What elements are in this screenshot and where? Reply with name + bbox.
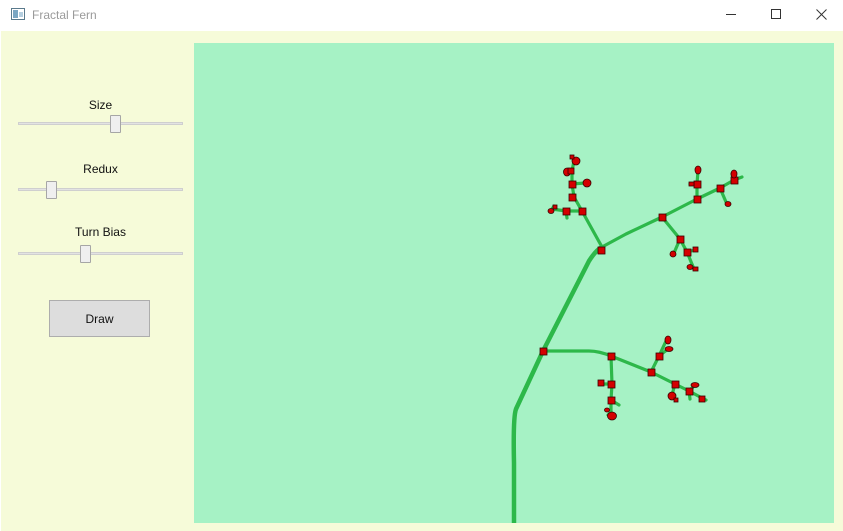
fern-node xyxy=(730,169,738,179)
fern-node xyxy=(686,264,694,270)
fern-node xyxy=(692,246,699,253)
redux-slider-track[interactable] xyxy=(18,188,183,191)
app-window-icon xyxy=(11,8,25,20)
fern-node xyxy=(664,335,672,345)
fern-node xyxy=(607,396,616,405)
fern-node xyxy=(604,407,610,413)
fern-node xyxy=(724,201,732,207)
fern-stems xyxy=(511,159,744,523)
fern-node xyxy=(552,204,558,210)
fern-node xyxy=(607,352,616,361)
upper-sub-branch-1 xyxy=(660,215,696,271)
fern-node xyxy=(669,250,677,258)
turn-bias-slider-group: Turn Bias xyxy=(18,225,183,263)
fern-node xyxy=(692,266,699,272)
close-icon[interactable] xyxy=(799,0,843,30)
fern-node xyxy=(582,178,592,188)
fern-node xyxy=(693,195,702,204)
fern-node xyxy=(676,235,685,244)
fern-trunk xyxy=(511,244,605,523)
size-slider-track[interactable] xyxy=(18,122,183,125)
fern-node xyxy=(655,352,664,361)
fern-node xyxy=(562,207,571,216)
fern-node xyxy=(539,347,548,356)
redux-label: Redux xyxy=(83,162,118,176)
fern-node xyxy=(647,368,656,377)
fern-node xyxy=(683,248,692,257)
fern-node xyxy=(567,167,575,175)
fern-canvas[interactable] xyxy=(194,43,834,523)
fern-node xyxy=(698,395,706,403)
maximize-icon[interactable] xyxy=(754,0,800,30)
fern-node xyxy=(690,382,700,388)
turn-bias-label: Turn Bias xyxy=(75,225,126,239)
window-title: Fractal Fern xyxy=(32,8,97,22)
fern-node xyxy=(568,180,577,189)
size-label: Size xyxy=(88,98,113,112)
title-bar: Fractal Fern xyxy=(0,0,843,30)
fern-node xyxy=(694,165,702,175)
fern-node xyxy=(671,380,680,389)
fern-drawing xyxy=(511,154,744,523)
turn-bias-slider-track[interactable] xyxy=(18,252,183,255)
minimize-icon[interactable] xyxy=(708,0,754,30)
lower-sub-branch-1 xyxy=(609,354,614,414)
turn-bias-slider-thumb[interactable] xyxy=(80,245,91,263)
fern-node xyxy=(658,213,667,222)
redux-slider-group: Redux xyxy=(18,162,183,199)
fern-node xyxy=(685,387,694,396)
fern-node xyxy=(607,411,617,421)
draw-button[interactable]: Draw xyxy=(49,300,150,337)
lower-branch xyxy=(541,349,704,400)
fern-node xyxy=(597,379,605,387)
fern-nodes xyxy=(539,154,739,421)
fern-node xyxy=(568,193,577,202)
fern-node xyxy=(607,380,616,389)
left-sub-branch xyxy=(570,169,584,213)
size-slider-thumb[interactable] xyxy=(110,115,121,133)
fern-node xyxy=(578,207,587,216)
fern-node xyxy=(673,397,679,403)
client-area: Size Redux Turn Bias Draw xyxy=(1,31,843,531)
fern-node xyxy=(716,184,725,193)
fern-node xyxy=(597,246,606,255)
redux-slider-thumb[interactable] xyxy=(46,181,57,199)
fern-node xyxy=(547,208,555,214)
fern-node xyxy=(569,154,575,160)
fern-node xyxy=(664,346,674,352)
fern-node xyxy=(688,181,695,187)
fern-node xyxy=(693,180,702,189)
left-branch xyxy=(550,207,604,249)
control-panel: Size Redux Turn Bias Draw xyxy=(1,31,191,531)
size-slider-group: Size xyxy=(18,98,183,133)
